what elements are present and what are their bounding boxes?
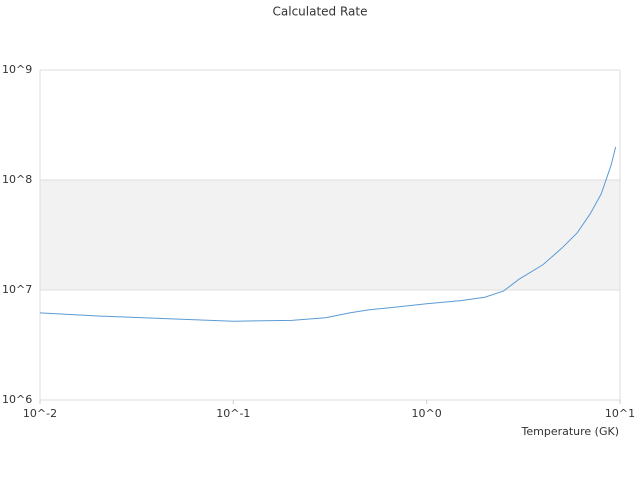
y-tick-label: 10^8 — [2, 173, 32, 186]
y-tick-label: 10^7 — [2, 283, 32, 296]
y-tick-label: 10^6 — [2, 393, 32, 406]
x-tick-label: 10^0 — [412, 407, 442, 420]
x-tick-label: 10^-2 — [23, 407, 57, 420]
y-tick-label: 10^9 — [2, 63, 32, 76]
data-line — [39, 146, 617, 322]
grid-band — [40, 180, 620, 290]
chart-title: Calculated Rate — [273, 5, 368, 19]
x-tick-label: 10^1 — [605, 407, 635, 420]
x-axis-label: Temperature (GK) — [521, 425, 620, 438]
x-tick-label: 10^-1 — [216, 407, 250, 420]
